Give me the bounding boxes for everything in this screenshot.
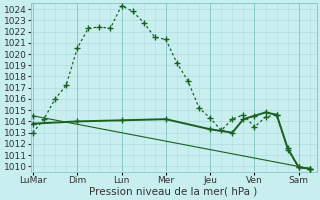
X-axis label: Pression niveau de la mer( hPa ): Pression niveau de la mer( hPa ) bbox=[90, 187, 258, 197]
